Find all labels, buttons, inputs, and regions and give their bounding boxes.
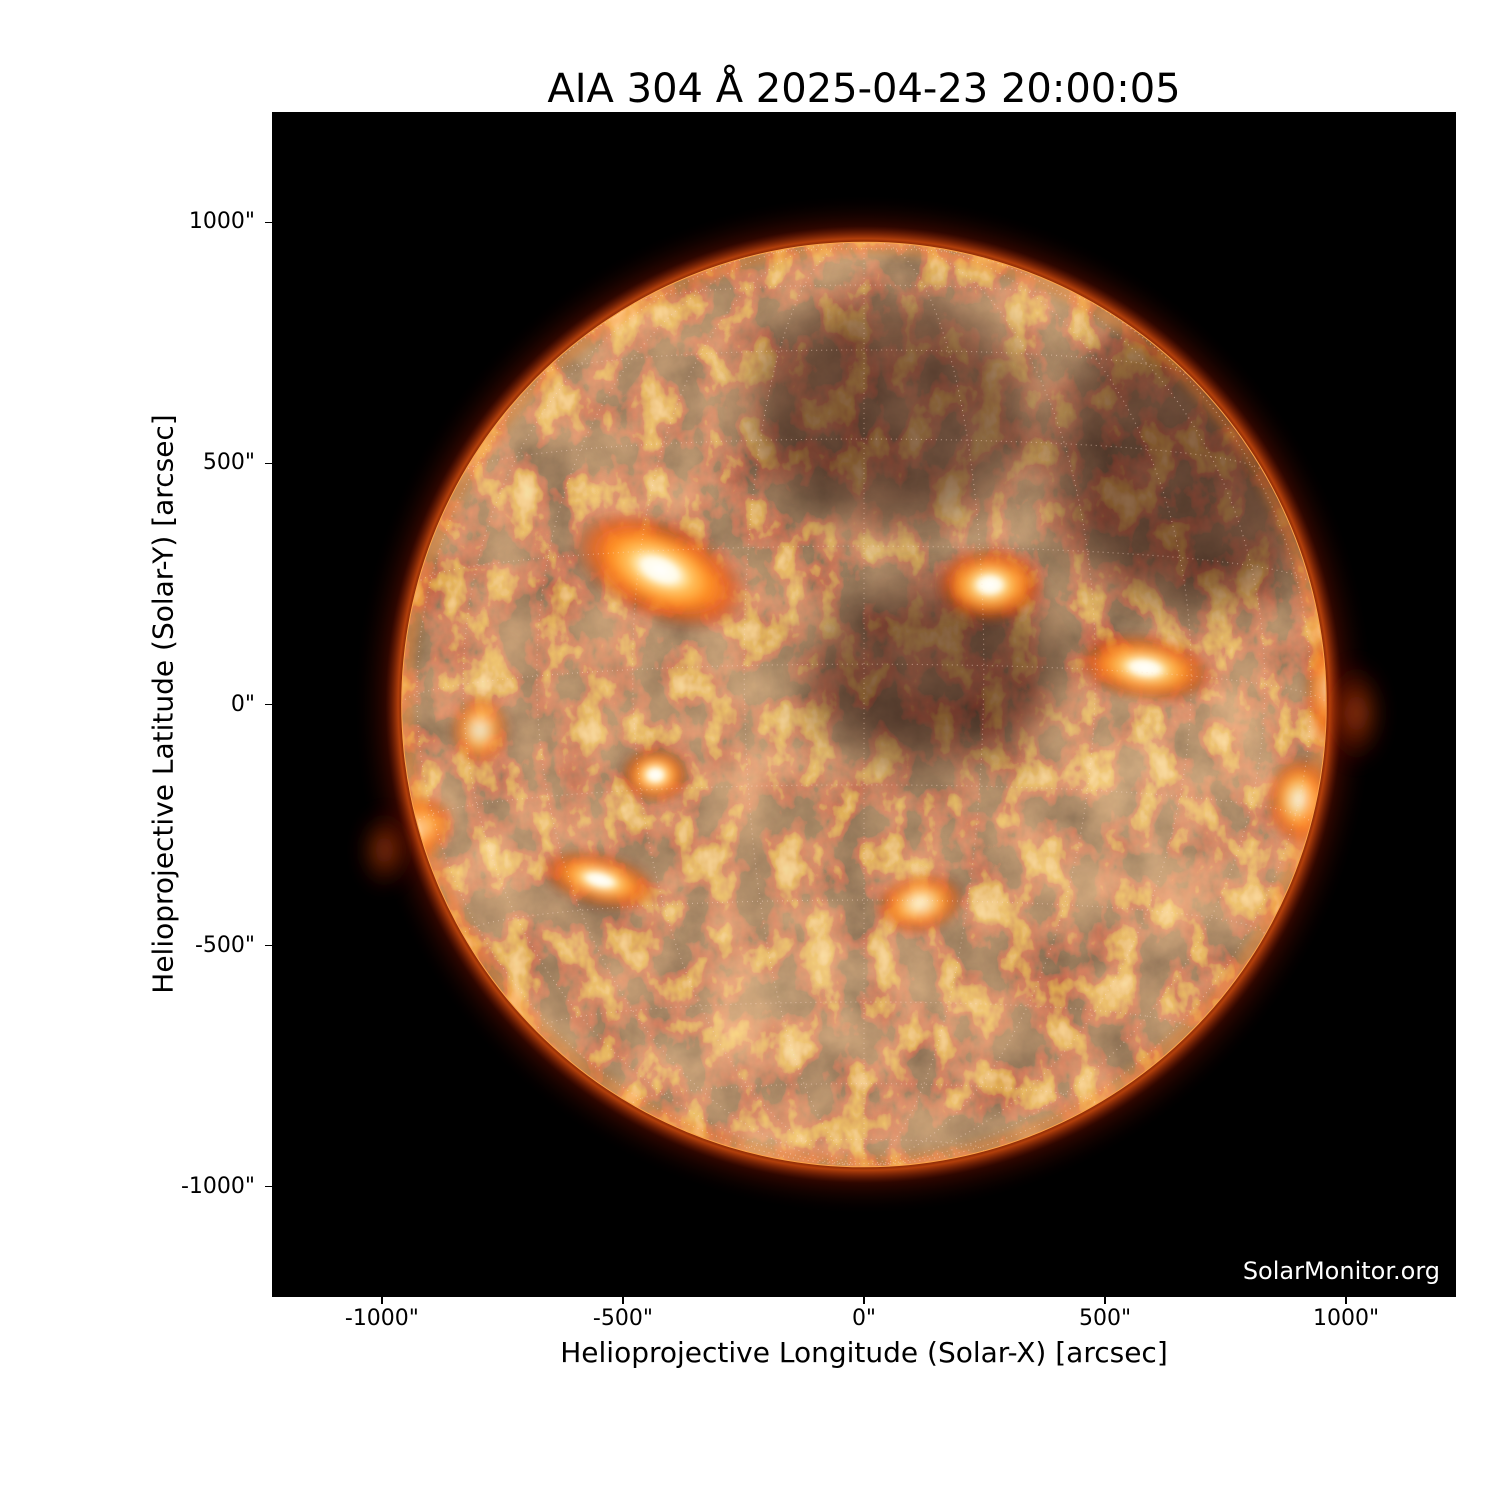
solar-image: [354, 195, 1387, 1214]
active-region: [874, 872, 966, 934]
y-tick-mark: [265, 221, 272, 224]
x-tick-label: 1000": [1313, 1306, 1380, 1331]
x-tick-label: -1000": [344, 1306, 419, 1331]
dim-region: [747, 297, 1037, 529]
y-tick-mark: [265, 944, 272, 947]
x-tick-label: 0": [851, 1306, 877, 1331]
active-region: [538, 850, 661, 910]
prominence: [1326, 657, 1387, 769]
x-axis-label: Helioprojective Longitude (Solar-X) [arc…: [560, 1336, 1168, 1369]
x-tick-mark: [863, 1297, 865, 1304]
x-tick-mark: [381, 1297, 383, 1304]
sun-layers: [354, 195, 1387, 1214]
active-region: [1073, 633, 1217, 703]
dim-region: [806, 576, 1058, 770]
y-tick-label: 1000": [188, 209, 255, 235]
prominence: [357, 807, 411, 893]
heliographic-grid: [402, 242, 1326, 1166]
x-tick-mark: [622, 1297, 624, 1304]
active-region: [569, 509, 751, 631]
y-tick-label: 500": [202, 450, 255, 476]
solar-surface-detail: [402, 242, 1326, 1167]
plot-area: SolarMonitor.org: [272, 112, 1456, 1297]
y-tick-label: -500": [194, 932, 255, 958]
y-tick-mark: [265, 1185, 272, 1188]
active-region: [620, 746, 690, 803]
y-tick-label: -1000": [180, 1173, 255, 1199]
chart-title: AIA 304 Å 2025-04-23 20:00:05: [547, 66, 1181, 112]
x-tick-label: -500": [592, 1306, 653, 1331]
y-tick-mark: [265, 462, 272, 465]
x-tick-label: 500": [1078, 1306, 1132, 1331]
y-tick-mark: [265, 703, 272, 706]
watermark: SolarMonitor.org: [1242, 1257, 1440, 1285]
x-tick-mark: [1104, 1297, 1106, 1304]
active-region: [934, 546, 1046, 624]
x-tick-mark: [1345, 1297, 1347, 1304]
limb-rim: [402, 242, 1326, 1167]
y-tick-label: 0": [230, 691, 255, 717]
active-region: [449, 693, 510, 767]
